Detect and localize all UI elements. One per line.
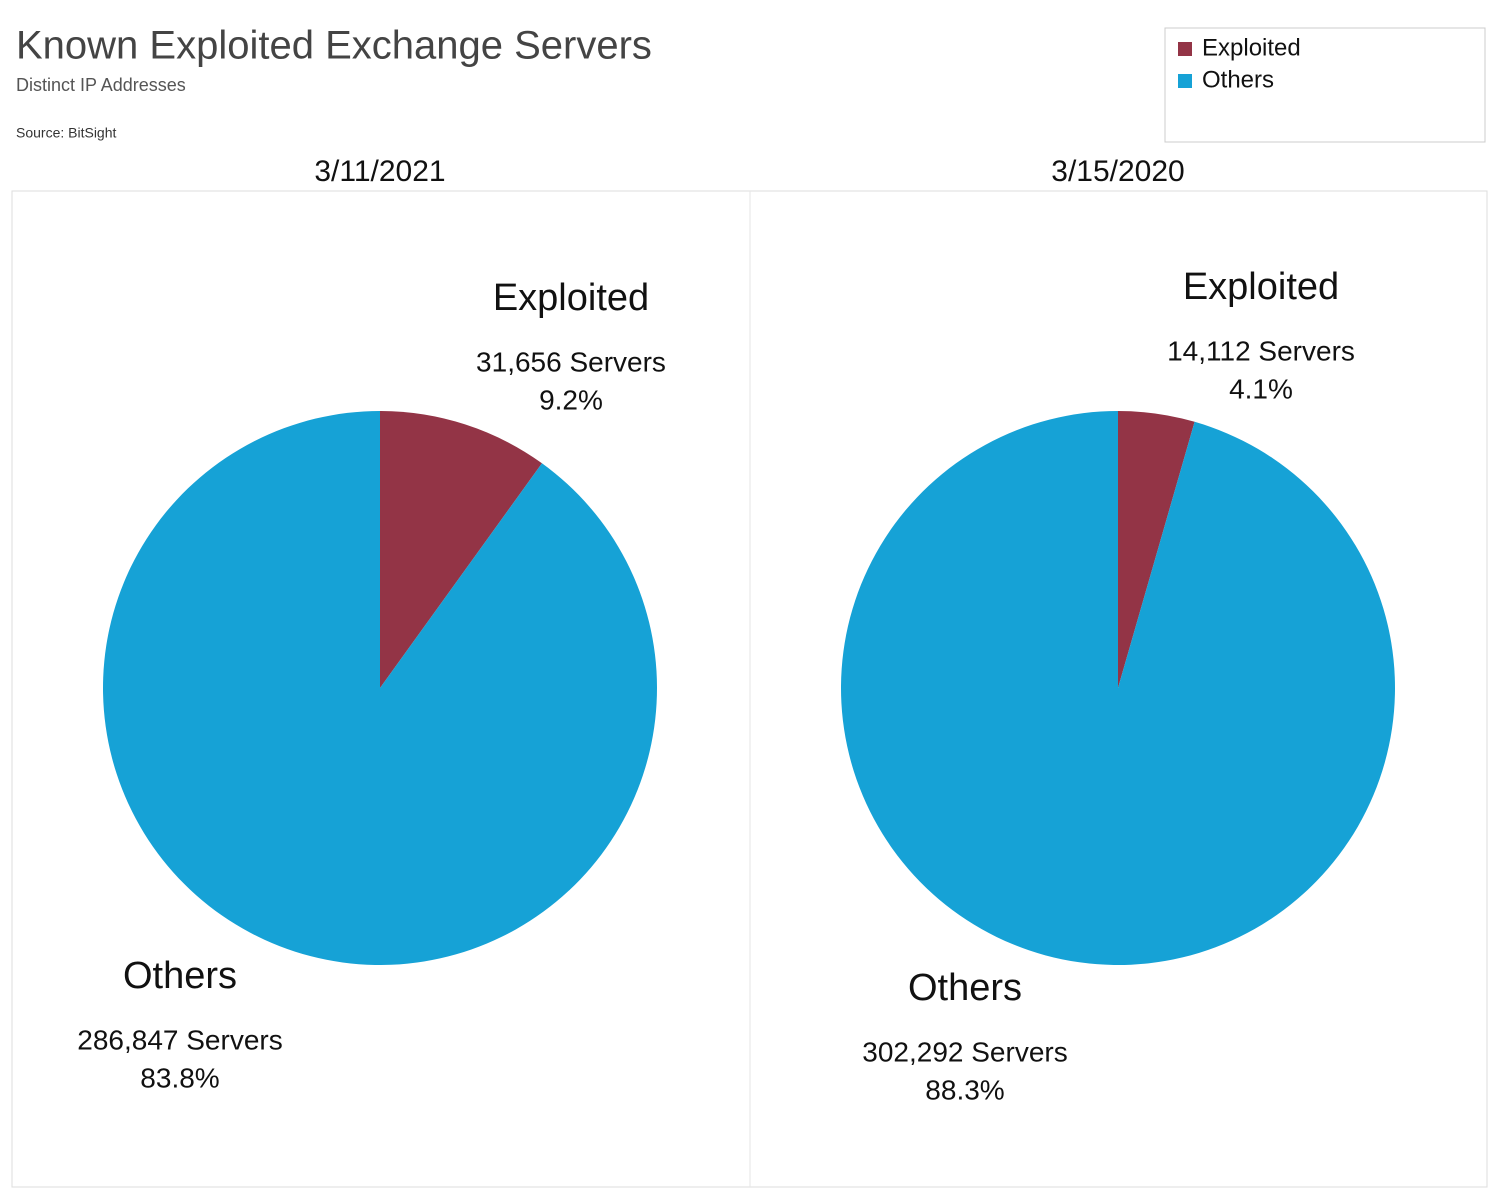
pie-slice [841,411,1395,966]
slice-name: Others [123,955,237,997]
slice-share-label: 88.3% [925,1074,1004,1105]
pie-slice [1118,411,1195,688]
slice-name: Exploited [1183,266,1339,308]
slice-value-label: 14,112 Servers [1167,335,1355,366]
slice-name: Others [908,967,1022,1009]
chart-subtitle: Distinct IP Addresses [16,75,186,95]
legend-box [1164,27,1486,143]
legend-label: Exploited [1202,34,1301,61]
slice-share-label: 83.8% [140,1062,219,1093]
slice-name: Exploited [493,277,649,319]
slice-share-label: 9.2% [539,384,603,415]
pie-title: 3/15/2020 [1051,155,1184,188]
pie-slice [380,411,542,688]
legend-label: Others [1202,66,1274,93]
pie-title: 3/11/2021 [314,155,445,188]
legend-swatch [1178,42,1192,56]
slice-value-label: 31,656 Servers [476,346,666,377]
chart-title: Known Exploited Exchange Servers [16,24,652,68]
pie-slice [102,411,657,965]
slice-share-label: 4.1% [1229,373,1293,404]
slice-value-label: 286,847 Servers [77,1024,282,1055]
source: Source: BitSight [16,125,116,141]
slice-value-label: 302,292 Servers [862,1036,1067,1067]
legend-swatch [1178,74,1192,88]
